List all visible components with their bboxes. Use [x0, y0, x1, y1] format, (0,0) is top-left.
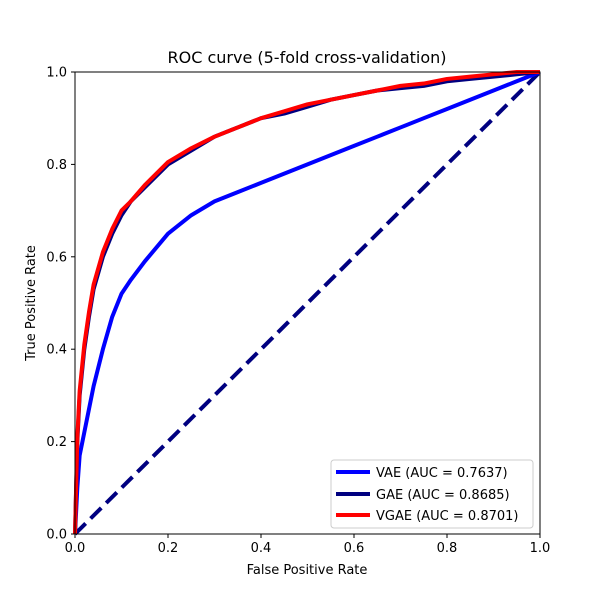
y-tick-label: 0.6 [46, 250, 67, 265]
x-tick-label: 0.6 [344, 541, 365, 556]
legend: VAE (AUC = 0.7637) GAE (AUC = 0.8685) VG… [330, 459, 534, 529]
y-tick-label: 1.0 [46, 66, 67, 81]
legend-box [330, 459, 534, 529]
x-axis-label: False Positive Rate [247, 563, 368, 578]
legend-label-vae: VAE (AUC = 0.7637) [376, 466, 508, 481]
y-tick-label: 0.2 [46, 435, 67, 450]
vae-curve [73, 70, 541, 535]
chart-title: ROC curve (5-fold cross-validation) [167, 48, 446, 67]
y-axis-label: True Positive Rate [24, 245, 39, 362]
x-tick-label: 0.2 [158, 541, 179, 556]
x-tick-label: 0.8 [437, 541, 458, 556]
x-tick-label: 0.4 [251, 541, 272, 556]
plot-frame [74, 71, 541, 535]
y-tick-label: 0.0 [46, 528, 67, 543]
vgae-curve [73, 70, 540, 535]
x-tick-label: 1.0 [530, 541, 551, 556]
x-tick-label: 0.0 [65, 541, 86, 556]
y-tick-label: 0.4 [46, 343, 67, 358]
y-tick-label: 0.8 [46, 158, 67, 173]
ticks-layer: 0.0 0.2 0.4 0.6 0.8 1.0 0.0 0.2 0.4 0.6 0.8 1.0 [46, 66, 550, 557]
legend-label-gae: GAE (AUC = 0.8685) [376, 488, 510, 503]
series-layer [73, 70, 542, 536]
legend-label-vgae: VGAE (AUC = 0.8701) [376, 509, 518, 524]
